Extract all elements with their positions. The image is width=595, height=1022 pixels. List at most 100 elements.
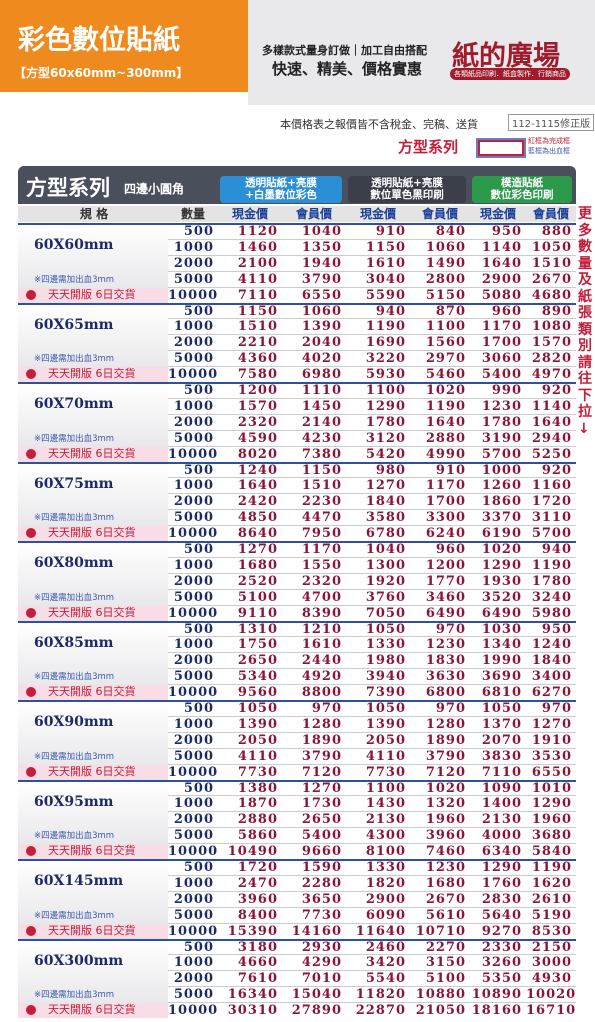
block-line	[18, 859, 576, 861]
price: 1590	[301, 860, 342, 875]
price: 1050	[237, 701, 278, 716]
price: 1200	[425, 557, 466, 573]
price: 4680	[531, 287, 572, 303]
price: 3460	[425, 589, 466, 605]
price: 2320	[301, 573, 342, 589]
price: 3940	[365, 669, 406, 685]
price: 1160	[531, 478, 572, 494]
price: 1190	[531, 557, 572, 573]
price: 1050	[365, 621, 406, 637]
quantity: 1000	[173, 796, 214, 812]
price: 21050	[415, 1003, 466, 1019]
row-line	[168, 397, 576, 399]
quantity: 10000	[168, 764, 219, 780]
block-line	[18, 382, 576, 384]
group-header: 透明貼紙+亮膜 數位單色黑印刷	[348, 176, 466, 203]
price: 3060	[481, 351, 522, 367]
row-line	[168, 986, 576, 988]
price: 1270	[365, 478, 406, 494]
price: 6340	[481, 844, 522, 860]
price: 15040	[291, 987, 342, 1003]
quantity: 10000	[168, 367, 219, 383]
delivery-badge: 天天開版 6日交貨	[18, 367, 168, 382]
price: 7110	[481, 764, 522, 780]
row-line	[168, 572, 576, 574]
price: 1050	[365, 701, 406, 716]
price: 5400	[481, 367, 522, 383]
delivery-badge: 天天開版 6日交貨	[18, 446, 168, 462]
row-line	[168, 286, 576, 288]
price: 2650	[301, 812, 342, 828]
price: 2880	[425, 430, 466, 446]
bleed-note: ※四邊需加出血3mm	[34, 672, 115, 683]
block-line	[18, 938, 576, 941]
price: 920	[541, 462, 572, 478]
price: 3790	[425, 748, 466, 764]
price: 4990	[425, 446, 466, 462]
column-header: 現金價	[479, 207, 516, 221]
price: 6550	[301, 287, 342, 303]
price: 970	[435, 621, 466, 637]
price: 2070	[481, 732, 522, 748]
column-header: 會員價	[532, 207, 569, 221]
price: 2610	[531, 891, 572, 907]
price: 2470	[237, 875, 278, 891]
price: 1280	[301, 716, 342, 732]
badge-icon	[26, 687, 36, 698]
price: 5590	[365, 287, 406, 303]
price: 1640	[425, 414, 466, 430]
price: 1960	[425, 812, 466, 828]
price: 5460	[425, 367, 466, 383]
price: 2440	[301, 653, 342, 669]
price: 1020	[425, 780, 466, 796]
price: 3960	[237, 891, 278, 907]
price: 6780	[365, 526, 406, 542]
price: 1140	[481, 239, 522, 255]
price: 5250	[531, 446, 572, 462]
legend: 紅框為完成框	[528, 137, 570, 145]
delivery-badge: 天天開版 6日交貨	[18, 605, 168, 621]
price: 970	[435, 701, 466, 716]
version: 112-1115修正版	[508, 114, 595, 131]
price: 1170	[481, 319, 522, 335]
price: 1170	[301, 542, 342, 557]
price: 3690	[481, 669, 522, 685]
bleed-note: ※四邊需加出血3mm	[34, 910, 115, 921]
price: 5100	[425, 971, 466, 987]
price: 980	[375, 462, 406, 478]
badge-icon	[26, 925, 36, 936]
price: 10710	[415, 923, 466, 939]
price: 7580	[237, 367, 278, 383]
price: 870	[435, 303, 466, 319]
price: 7460	[425, 844, 466, 860]
quantity: 5000	[173, 589, 214, 605]
price: 8390	[301, 605, 342, 621]
price: 5840	[531, 844, 572, 860]
quantity: 1000	[173, 319, 214, 335]
price: 1930	[481, 573, 522, 589]
price: 2140	[301, 414, 342, 430]
price: 1720	[531, 494, 572, 510]
price: 1890	[301, 732, 342, 748]
delivery-badge: 天天開版 6日交貨	[18, 923, 168, 939]
price: 1610	[301, 637, 342, 653]
price: 1840	[531, 653, 572, 669]
block-line	[18, 700, 576, 702]
quantity: 5000	[173, 271, 214, 287]
notice: 本價格表之報價皆不含稅金、完稿、送貨	[280, 118, 478, 131]
price: 6810	[481, 685, 522, 701]
block-line	[18, 302, 576, 305]
price: 1400	[481, 796, 522, 812]
price: 920	[541, 383, 572, 398]
delivery-badge: 天天開版 6日交貨	[18, 844, 168, 859]
badge-icon	[26, 1005, 36, 1016]
price: 1060	[301, 303, 342, 319]
legend: 藍框為出血框	[528, 147, 570, 155]
price: 3960	[425, 828, 466, 844]
price: 1840	[365, 494, 406, 510]
row-line	[168, 715, 576, 717]
price: 1330	[365, 637, 406, 653]
size-label: 60X60mm	[34, 237, 114, 253]
price: 6550	[531, 764, 572, 780]
quantity: 1000	[173, 875, 214, 891]
